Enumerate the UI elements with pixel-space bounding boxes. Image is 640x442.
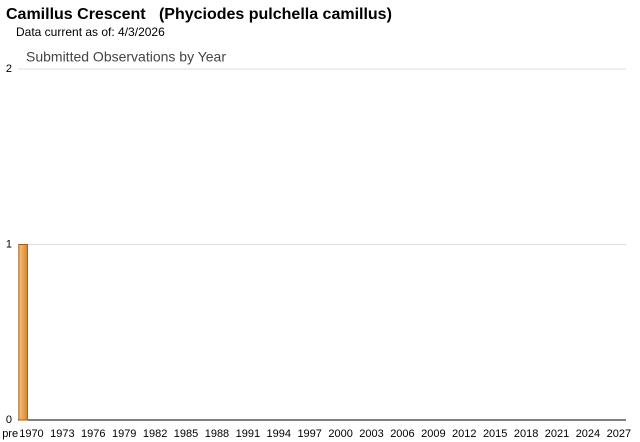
y-tick-label: 2 xyxy=(6,63,12,75)
x-tick-label: 2012 xyxy=(452,428,476,440)
x-tick-label: 2009 xyxy=(421,428,445,440)
x-tick-label: 1985 xyxy=(174,428,198,440)
x-tick-label: 1994 xyxy=(267,428,291,440)
bar xyxy=(18,244,28,421)
x-tick-label: 1991 xyxy=(236,428,260,440)
x-tick-label: 2021 xyxy=(545,428,569,440)
x-tick-label: 1973 xyxy=(50,428,74,440)
x-tick-label: 1988 xyxy=(205,428,229,440)
x-tick-label: 1982 xyxy=(143,428,167,440)
x-tick-label: 1970 xyxy=(19,428,43,440)
x-tick-label: 2027 xyxy=(607,428,631,440)
y-tick-label: 1 xyxy=(6,238,12,250)
x-tick-label: 2024 xyxy=(576,428,600,440)
x-tick-label: 2018 xyxy=(514,428,538,440)
x-tick-label: 1979 xyxy=(112,428,136,440)
x-tick-label: 2006 xyxy=(390,428,414,440)
x-tick-label: pre xyxy=(2,428,18,440)
page-title: Camillus Crescent (Phyciodes pulchella c… xyxy=(6,6,392,23)
x-tick-label: 2000 xyxy=(328,428,352,440)
x-tick-label: 2003 xyxy=(359,428,383,440)
y-tick-label: 0 xyxy=(6,414,12,426)
x-tick-label: 2015 xyxy=(483,428,507,440)
x-tick-label: 1976 xyxy=(81,428,105,440)
chart-title: Submitted Observations by Year xyxy=(26,49,226,65)
subtitle: Data current as of: 4/3/2026 xyxy=(16,25,165,39)
x-tick-label: 1997 xyxy=(297,428,321,440)
